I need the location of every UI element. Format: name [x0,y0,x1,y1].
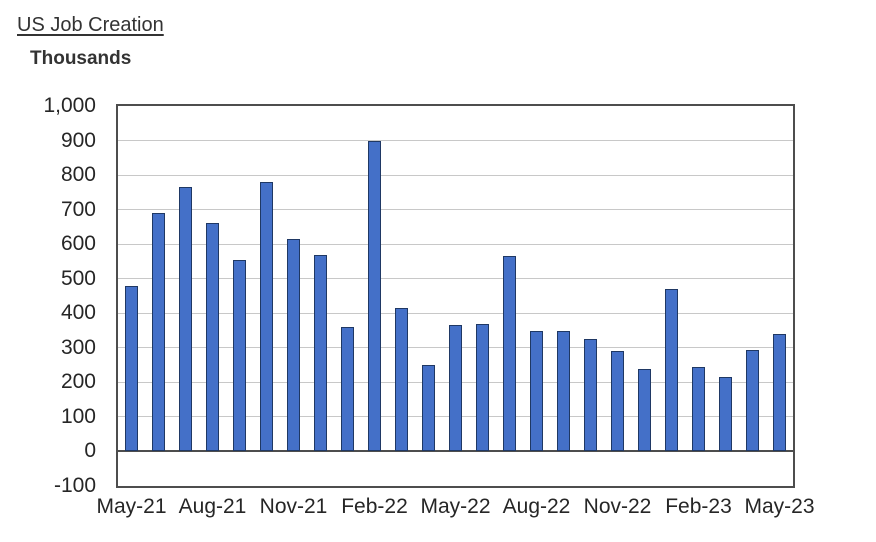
y-axis-tick-label: 1,000 [43,94,96,117]
bar-May-21 [125,285,138,452]
x-axis-tick-label: Feb-23 [665,495,732,518]
gridline [118,174,793,176]
bar-Jun-21 [152,213,165,452]
bar-Jan-22 [341,327,354,452]
y-axis-tick-label: 0 [84,439,96,463]
y-axis-tick-label: 900 [60,128,96,152]
bar-May-22 [449,325,462,452]
x-axis-tick-label: Aug-22 [502,495,571,518]
y-axis-tick-label: 300 [60,335,96,359]
bar-Apr-23 [746,349,759,452]
bar-Sep-22 [557,330,570,452]
x-axis-tick-label: Feb-22 [341,495,408,518]
bar-Apr-22 [422,365,435,452]
bar-Dec-22 [638,368,651,452]
chart-title: US Job Creation [17,14,164,36]
x-axis-tick-label: May-22 [420,495,491,518]
bar-Sep-21 [233,259,246,452]
bar-Feb-22 [368,140,381,452]
bar-Aug-21 [206,223,219,452]
y-axis-tick-label: 500 [60,266,96,290]
gridline [118,278,793,280]
x-axis-tick-label: Nov-21 [259,495,328,518]
bar-Jan-23 [665,289,678,452]
y-axis-tick-label: -100 [53,474,96,497]
bar-May-23 [773,334,786,452]
bar-Jul-21 [179,187,192,452]
x-axis-tick-label: Aug-21 [178,495,247,518]
bar-Jun-22 [476,323,489,452]
bar-Feb-23 [692,366,705,452]
y-axis-tick-label: 800 [60,163,96,187]
bar-Nov-22 [611,351,624,452]
bar-Oct-21 [260,182,273,452]
gridline [118,140,793,142]
bar-Mar-23 [719,377,732,452]
bar-Dec-21 [314,254,327,452]
gridline [118,243,793,245]
gridline [118,312,793,314]
y-axis-tick-label: 400 [60,301,96,325]
bar-Aug-22 [530,330,543,452]
x-axis-tick-label: May-23 [744,495,815,518]
bar-Oct-22 [584,339,597,452]
y-axis-tick-label: 200 [60,370,96,394]
x-axis-tick-label: May-21 [96,495,167,518]
bar-Jul-22 [503,256,516,452]
gridline [118,209,793,211]
bar-Nov-21 [287,239,300,452]
plot-area [116,104,795,488]
y-axis-tick-label: 600 [60,232,96,256]
y-axis-tick-label: 100 [60,404,96,428]
y-axis-tick-label: 700 [60,197,96,221]
bar-Mar-22 [395,308,408,452]
x-axis-tick-label: Nov-22 [583,495,652,518]
y-axis-units-label: Thousands [30,48,132,69]
